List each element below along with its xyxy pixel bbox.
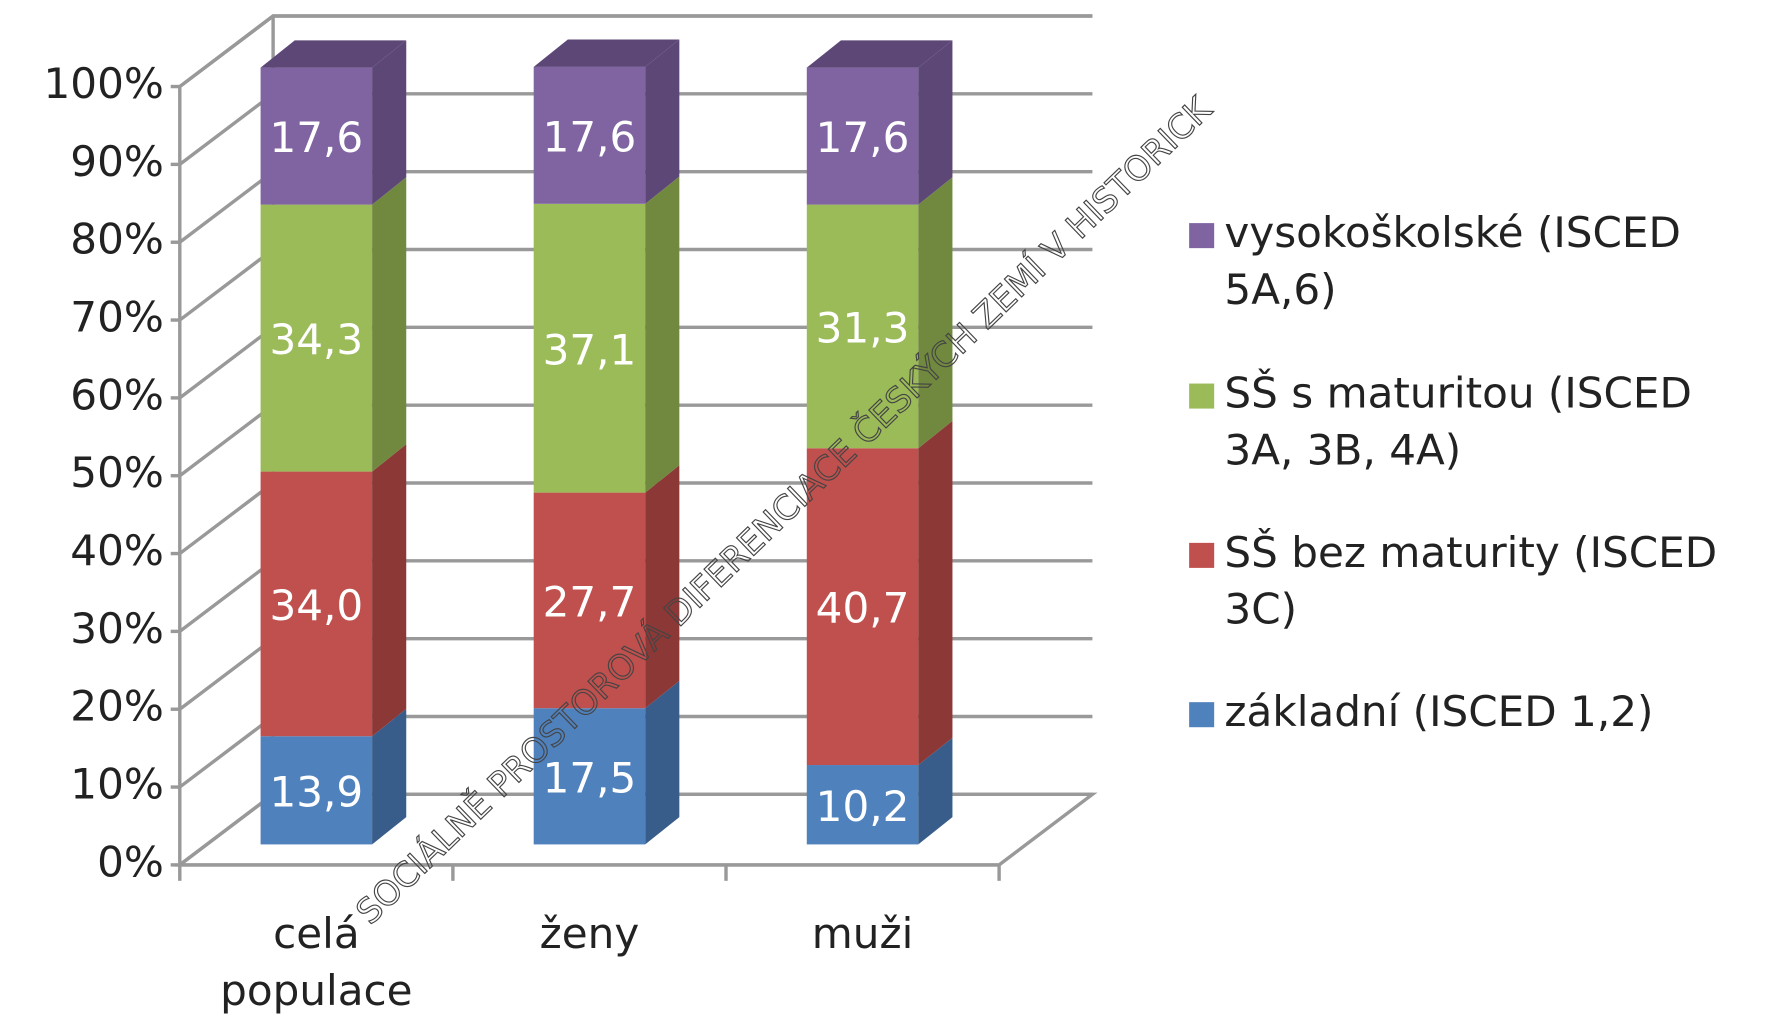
- value-label: 27,7: [543, 577, 637, 626]
- bar-front: [806, 448, 919, 766]
- value-label: 13,9: [269, 767, 363, 816]
- x-tick-label: ženy: [539, 909, 640, 959]
- value-label: 34,3: [269, 315, 363, 364]
- x-tick-label-box: celá populace: [220, 909, 413, 1016]
- y-tick-label: 90%: [70, 137, 164, 186]
- legend-label-box: základní (ISCED 1,2): [1224, 687, 1654, 737]
- bar-front: [533, 203, 646, 493]
- bar-front: [806, 765, 919, 845]
- y-tick-label: 30%: [70, 604, 164, 653]
- legend-label-box: SŠ bez maturity (ISCED 3C): [1224, 528, 1718, 634]
- value-label: 10,2: [816, 782, 910, 831]
- legend-label: základní (ISCED 1,2): [1224, 687, 1654, 737]
- bar-front: [533, 492, 646, 709]
- y-tick-label: 80%: [70, 215, 164, 264]
- bar-side: [918, 177, 953, 449]
- bar-front: [260, 67, 373, 205]
- x-tick-label-box: muži: [811, 909, 914, 959]
- legend-swatch: [1189, 383, 1215, 409]
- value-label: 34,0: [269, 581, 363, 630]
- bar-side: [645, 465, 680, 709]
- bar-side: [372, 177, 407, 472]
- bar-side: [645, 176, 680, 493]
- watermark: SOCIÁLNĚ PROSTOROVÁ DIFERENCIACE ČESKÝCH…: [348, 88, 1221, 933]
- y-tick-label: 0%: [97, 837, 164, 886]
- value-label: 31,3: [816, 303, 910, 352]
- y-tick-label: 40%: [70, 526, 164, 575]
- value-label: 40,7: [816, 584, 910, 633]
- bar-side: [918, 420, 953, 766]
- bar-top: [806, 40, 953, 68]
- x-tick-label: muži: [811, 909, 914, 959]
- x-tick-label-box: ženy: [539, 909, 640, 959]
- legend-label-box: SŠ s maturitou (ISCED 3A, 3B, 4A): [1224, 368, 1692, 475]
- y-tick-label: 20%: [70, 682, 164, 731]
- bar-front: [533, 66, 646, 204]
- bar-side: [372, 444, 407, 737]
- bar-top: [260, 40, 407, 68]
- bar-side: [918, 737, 953, 845]
- y-tick-label: 100%: [44, 59, 164, 108]
- legend-swatch: [1189, 542, 1215, 568]
- value-label: 17,6: [816, 113, 910, 162]
- y-tick-label: 50%: [70, 448, 164, 497]
- bar-side: [645, 39, 680, 204]
- bar-side: [372, 708, 407, 845]
- y-tick-label: 60%: [70, 370, 164, 419]
- bar-front: [260, 736, 373, 845]
- bar-side: [918, 40, 953, 205]
- bar-front: [533, 708, 646, 845]
- grid-line: [178, 14, 1093, 88]
- bar-side: [645, 680, 680, 845]
- bar-front: [260, 204, 373, 472]
- legend-label: SŠ bez maturity (ISCED 3C): [1224, 528, 1718, 634]
- x-tick-label: celá populace: [220, 909, 413, 1016]
- value-label: 17,6: [543, 112, 637, 161]
- y-tick-label: 70%: [70, 293, 164, 342]
- legend-swatch: [1189, 223, 1215, 249]
- value-label: 17,5: [543, 753, 637, 802]
- value-label: 37,1: [543, 325, 637, 374]
- bar-front: [806, 67, 919, 205]
- legend-label: SŠ s maturitou (ISCED 3A, 3B, 4A): [1224, 368, 1692, 475]
- bar-front: [260, 471, 373, 737]
- bar-top: [533, 39, 680, 67]
- legend-swatch: [1189, 702, 1215, 728]
- value-label: 17,6: [269, 113, 363, 162]
- legend-label: vysokoškolské (ISCED 5A,6): [1224, 208, 1681, 315]
- legend-label-box: vysokoškolské (ISCED 5A,6): [1224, 208, 1681, 315]
- bar-front: [806, 204, 919, 449]
- bar-side: [372, 40, 407, 205]
- y-tick-label: 10%: [70, 760, 164, 809]
